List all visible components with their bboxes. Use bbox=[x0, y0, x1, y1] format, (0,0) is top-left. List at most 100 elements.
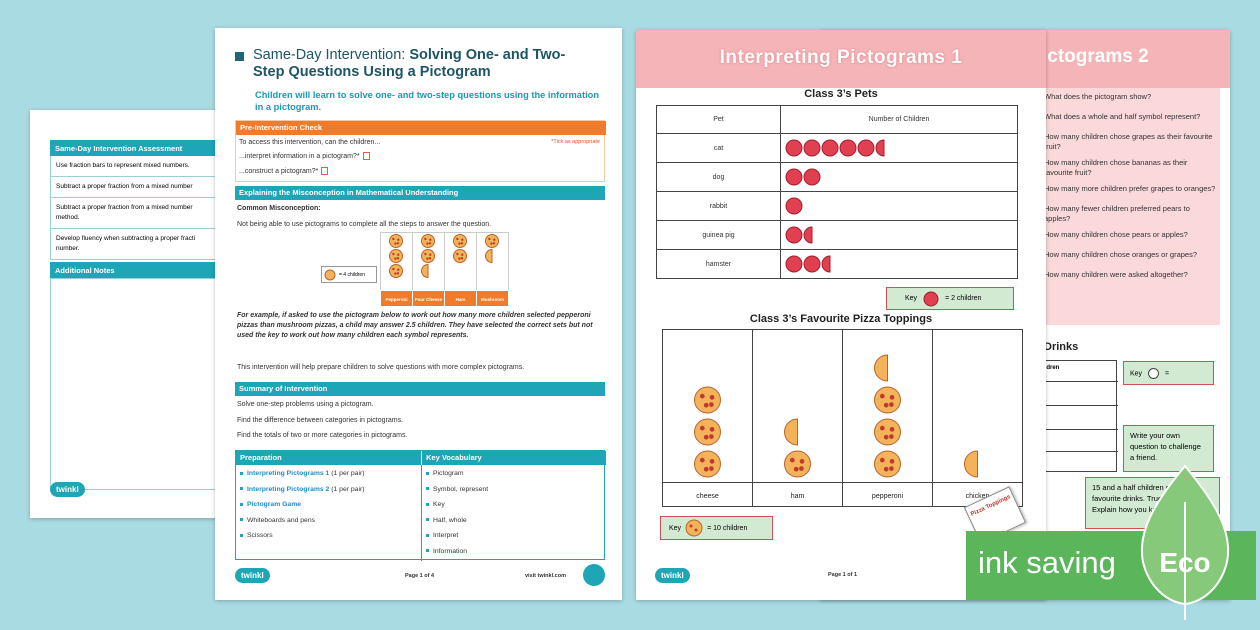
symbol-cell bbox=[780, 191, 1018, 221]
vocab-item: Pictogram bbox=[426, 470, 464, 477]
divider bbox=[421, 465, 422, 561]
topping bbox=[461, 238, 464, 241]
pizza-symbol bbox=[874, 450, 901, 478]
link[interactable]: Pictogram Game bbox=[247, 501, 302, 508]
pet-symbol bbox=[785, 168, 803, 186]
topping bbox=[889, 395, 895, 400]
question: How many more children prefer grapes to … bbox=[1044, 184, 1216, 193]
link[interactable]: Interpreting Pictograms 2 bbox=[247, 485, 330, 493]
topping bbox=[488, 237, 491, 241]
row-text: number. bbox=[56, 245, 80, 252]
pizza-symbol bbox=[874, 386, 901, 414]
row-text: Use fraction bars to represent mixed num… bbox=[56, 162, 190, 169]
header-cell: Number of Children bbox=[780, 105, 1018, 134]
question: How many children chose pears or apples? bbox=[1044, 230, 1188, 239]
topping bbox=[456, 252, 459, 256]
topping bbox=[883, 434, 889, 440]
checkbox bbox=[321, 167, 329, 175]
key-symbol bbox=[685, 519, 703, 537]
symbol-row bbox=[785, 197, 803, 215]
summary-item: Find the totals of two or more categorie… bbox=[237, 432, 408, 439]
topping bbox=[883, 466, 889, 472]
bullet bbox=[240, 533, 243, 537]
pizza-symbol bbox=[485, 234, 499, 248]
bullet bbox=[426, 518, 429, 522]
text: Not being able to use pictograms to comp… bbox=[237, 221, 492, 228]
topping bbox=[397, 268, 400, 271]
prep-table: Preparation Key Vocabulary Interpreting … bbox=[235, 450, 606, 561]
row-line bbox=[1041, 451, 1118, 452]
pizza-symbol bbox=[694, 386, 721, 414]
pets-title: Class 3’s Pets bbox=[804, 88, 878, 100]
pizza-half-symbol bbox=[421, 263, 429, 279]
pizza-symbol bbox=[389, 234, 403, 248]
topping bbox=[461, 253, 464, 256]
questions: What does the pictogram show? What does a… bbox=[1044, 92, 1216, 290]
topping bbox=[394, 242, 397, 245]
section-header: Summary of Intervention bbox=[235, 382, 605, 396]
topping bbox=[699, 457, 705, 463]
key-box: Key = 2 children bbox=[886, 287, 1014, 310]
pet-symbol bbox=[803, 255, 821, 273]
note: (1 per pair) bbox=[331, 470, 365, 477]
table-header: Same-Day Intervention Assessment bbox=[50, 140, 225, 156]
symbol-row bbox=[785, 168, 821, 186]
mini-pictogram: Pepperoni Four Cheese Ham Mushroom bbox=[380, 232, 509, 307]
assessment-table: Same-Day Intervention Assessment Use frac… bbox=[50, 140, 225, 490]
pet-cell: dog bbox=[656, 162, 781, 192]
example: For example, if asked to use the pictogr… bbox=[237, 312, 593, 339]
table-row: Develop fluency when subtracting a prope… bbox=[50, 229, 225, 260]
question: How many fewer children preferred pears … bbox=[1044, 204, 1190, 223]
pizza-symbol bbox=[389, 249, 403, 263]
prep-item: Scissors bbox=[240, 532, 273, 539]
row-text: method. bbox=[56, 214, 80, 221]
column-header: Key Vocabulary bbox=[421, 451, 606, 465]
pet-symbol bbox=[803, 139, 821, 157]
notes-box bbox=[50, 278, 225, 490]
site: visit twinkl.com bbox=[525, 573, 566, 579]
topping bbox=[889, 427, 895, 432]
topping bbox=[709, 466, 714, 471]
pizza-half-symbol bbox=[485, 248, 493, 264]
topping bbox=[429, 238, 432, 241]
topping bbox=[392, 267, 395, 271]
prep-item: Interpreting Pictograms 2 (1 per pair) bbox=[240, 486, 364, 493]
symbol-column bbox=[784, 418, 811, 478]
symbol-column bbox=[964, 450, 978, 478]
key-text: = 10 children bbox=[707, 524, 748, 532]
topping bbox=[460, 242, 464, 245]
pizza-symbol bbox=[694, 418, 721, 446]
symbol-column bbox=[453, 234, 467, 263]
label-cell bbox=[662, 482, 753, 507]
pet-cell: guinea pig bbox=[656, 220, 781, 250]
symbol-column bbox=[421, 234, 435, 279]
link[interactable]: Interpreting Pictograms 1 bbox=[247, 470, 330, 477]
topping bbox=[883, 402, 889, 408]
row-line bbox=[1041, 429, 1118, 430]
label-cell bbox=[842, 482, 933, 507]
bullet bbox=[240, 502, 243, 506]
prep-item: Pictogram Game bbox=[240, 501, 301, 508]
topping bbox=[703, 402, 709, 408]
symbol-column bbox=[389, 234, 403, 278]
subtitle: Children will learn to solve one- and tw… bbox=[255, 90, 600, 112]
drinks-table: ildren bbox=[1040, 360, 1118, 472]
label: Common Misconception: bbox=[237, 205, 321, 212]
questions-panel bbox=[1040, 88, 1220, 325]
pet-symbol bbox=[785, 226, 803, 244]
vocab-item: Symbol, represent bbox=[426, 486, 488, 493]
pizza-title: Class 3’s Favourite Pizza Toppings bbox=[749, 313, 933, 325]
badge-icon bbox=[583, 564, 605, 586]
pizza-symbol bbox=[453, 234, 467, 248]
row-text: Develop fluency when subtracting a prope… bbox=[56, 235, 196, 242]
bullet bbox=[240, 471, 243, 475]
intervention-page: Same-Day Intervention: Solving One- and … bbox=[215, 28, 622, 600]
label-cell bbox=[752, 482, 843, 507]
note: (1 per pair) bbox=[331, 485, 365, 493]
page-number: Page 1 of 1 bbox=[828, 572, 858, 578]
title: Same-Day Intervention: Solving One- and … bbox=[253, 47, 583, 81]
key-text: = 2 children bbox=[945, 295, 982, 302]
vocab-text: Symbol, represent bbox=[433, 485, 489, 493]
topping bbox=[397, 253, 400, 256]
check-item: ...interpret information in a pictogram?… bbox=[239, 152, 370, 160]
